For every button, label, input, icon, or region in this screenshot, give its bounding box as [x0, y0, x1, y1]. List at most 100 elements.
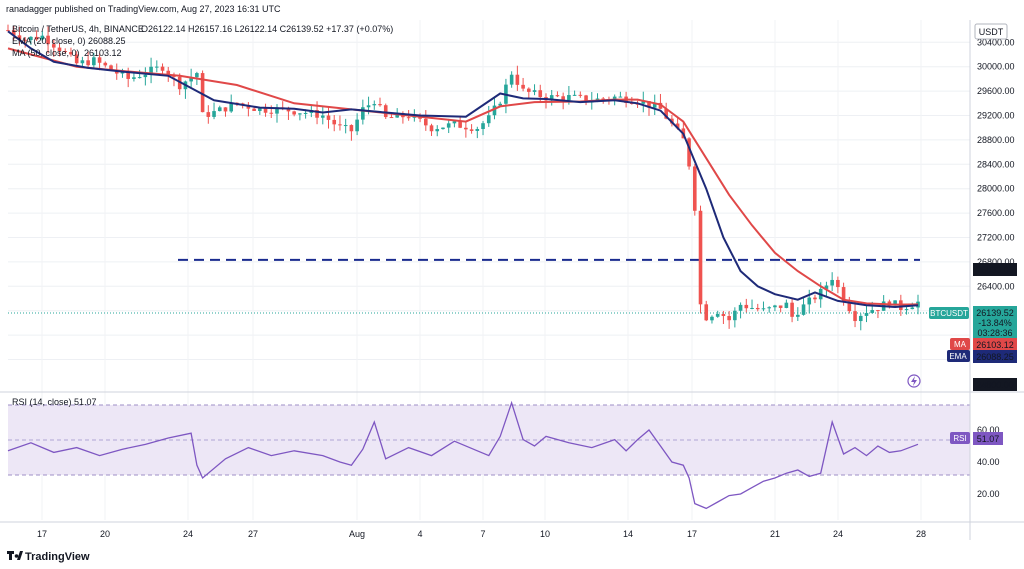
rsi-tick-label: 40.00: [977, 457, 1000, 467]
candle-body: [692, 166, 697, 211]
candle-body: [86, 60, 90, 66]
candle-body: [143, 74, 148, 78]
candle-body: [750, 307, 754, 309]
candle-body: [475, 129, 480, 131]
price-tick-label: 28400.00: [977, 159, 1015, 169]
time-tick-label: 24: [833, 529, 843, 539]
rsi-tag: [950, 432, 970, 444]
candle-body: [315, 109, 319, 118]
candle-body: [275, 107, 279, 114]
candle-body: [784, 302, 789, 308]
candle-body: [332, 119, 337, 125]
price-tick-label: 28800.00: [977, 135, 1015, 145]
legend-ma[interactable]: MA (50, close, 0): [12, 48, 80, 58]
price-tick-label: 27600.00: [977, 208, 1015, 218]
candle-body: [509, 74, 514, 85]
ema-line: [7, 30, 919, 309]
candle-body: [11, 30, 16, 36]
candle-body: [767, 307, 771, 309]
price-badge: [973, 306, 1017, 339]
ma-tag: [950, 338, 970, 350]
candle-body: [876, 310, 880, 312]
lightning-icon[interactable]: [907, 374, 921, 388]
candle-body: [252, 108, 256, 111]
candles: [6, 24, 920, 331]
candle-body: [641, 101, 646, 104]
currency-box[interactable]: [974, 23, 1008, 40]
level-badge-text: 26833.00: [976, 265, 1014, 275]
candle-body: [830, 279, 834, 286]
time-tick-label: Aug: [349, 529, 365, 539]
rsi-legend-label[interactable]: RSI (14, close): [12, 397, 72, 407]
candle-body: [206, 112, 211, 117]
candle-body: [166, 70, 171, 76]
candle-body: [687, 138, 691, 167]
candle-body: [132, 77, 136, 79]
ma-badge-text: 26103.12: [976, 340, 1014, 350]
candle-body: [492, 105, 497, 116]
price-tick-label: 26800.00: [977, 257, 1015, 267]
candle-body: [555, 95, 560, 97]
candle-body: [567, 95, 571, 101]
legend-ema[interactable]: EMA (20, close, 0): [12, 36, 86, 46]
low-badge: [973, 378, 1017, 391]
candle-body: [853, 311, 857, 322]
tradingview-logo-icon[interactable]: [7, 551, 23, 560]
candle-body: [521, 84, 525, 89]
candle-body: [469, 129, 474, 131]
ma-tag-text: MA: [954, 340, 967, 349]
time-tick-label: 24: [183, 529, 193, 539]
symbol-badge: [929, 307, 969, 319]
candle-body: [103, 62, 108, 66]
candle-body: [51, 44, 56, 48]
candle-body: [721, 314, 726, 317]
time-tick-label: 17: [37, 529, 47, 539]
candle-body: [647, 101, 651, 108]
candle-body: [355, 119, 359, 132]
time-tick-label: 27: [248, 529, 258, 539]
candle-body: [46, 35, 50, 45]
candle-body: [383, 105, 388, 118]
candle-body: [601, 98, 606, 100]
brand-name[interactable]: TradingView: [25, 551, 90, 563]
candle-body: [658, 102, 663, 109]
legend-ma-value: 26103.12: [84, 48, 122, 58]
candle-body: [160, 66, 165, 71]
candle-body: [155, 66, 159, 68]
candle-body: [63, 51, 68, 53]
ema-tag-text: EMA: [949, 352, 967, 361]
candle-body: [320, 115, 325, 118]
time-tick-label: 14: [623, 529, 633, 539]
candle-body: [137, 77, 142, 79]
candle-body: [578, 94, 583, 96]
currency-label[interactable]: USDT: [979, 27, 1004, 37]
candle-body: [761, 308, 766, 310]
candle-body: [847, 301, 852, 312]
candle-body: [195, 73, 199, 78]
candle-body: [612, 96, 617, 100]
symbol-badge-text: BTCUSDT: [930, 309, 968, 318]
candle-body: [395, 113, 399, 118]
candle-body: [652, 102, 657, 108]
candle-body: [263, 108, 268, 113]
legend-symbol[interactable]: Bitcoin / TetherUS, 4h, BINANCE: [12, 24, 144, 34]
candle-body: [778, 305, 783, 308]
candle-body: [40, 35, 45, 40]
candle-body: [755, 307, 760, 310]
price-badge-price: 26139.52: [976, 308, 1014, 318]
candle-body: [458, 121, 462, 128]
candle-body: [904, 309, 909, 311]
candle-body: [464, 127, 468, 130]
candle-body: [858, 315, 863, 322]
candle-body: [841, 287, 846, 302]
candle-body: [17, 35, 22, 40]
candle-body: [229, 102, 234, 112]
candle-body: [481, 123, 485, 130]
candle-body: [149, 66, 153, 75]
candle-body: [429, 125, 434, 132]
candle-body: [813, 297, 817, 300]
publisher-line: ranadagger published on TradingView.com,…: [6, 4, 281, 14]
candle-body: [92, 57, 96, 66]
candle-body: [74, 54, 79, 64]
